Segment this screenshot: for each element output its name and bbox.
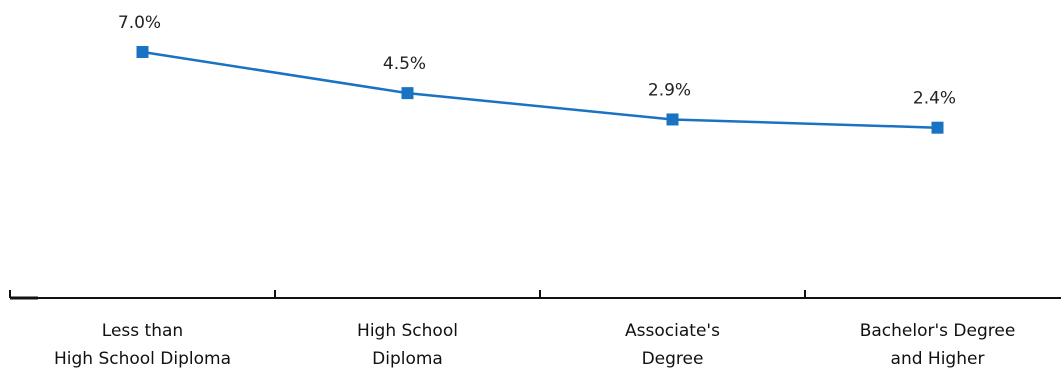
data-label: 7.0%	[118, 13, 161, 33]
category-label-line: Bachelor's Degree	[860, 321, 1016, 341]
category-label-line: and Higher	[891, 349, 985, 369]
series-line	[142, 50, 938, 129]
data-label: 2.9%	[648, 80, 691, 100]
data-label: 2.4%	[913, 89, 956, 109]
category-label: High School Diploma	[357, 321, 458, 369]
category-label-line: Degree	[642, 349, 704, 369]
category-label-line: Diploma	[372, 349, 443, 369]
category-label-line: High School	[357, 321, 458, 341]
category-label: Less than High School Diploma	[54, 321, 231, 369]
data-point-marker	[666, 113, 679, 126]
category-label-line: High School Diploma	[54, 349, 231, 369]
data-point-marker	[401, 87, 414, 100]
data-label: 4.5%	[383, 54, 426, 74]
category-label: Associate's Degree	[625, 321, 720, 369]
x-axis	[9, 290, 1061, 300]
category-label: Bachelor's Degree and Higher	[860, 321, 1016, 369]
series-line-group	[136, 46, 944, 134]
category-label-line: Less than	[102, 321, 183, 341]
data-point-marker	[931, 121, 944, 134]
data-point-marker	[136, 46, 149, 58]
category-label-line: Associate's	[625, 321, 720, 341]
data-labels: 7.0% 4.5% 2.9% 2.4%	[118, 13, 956, 109]
